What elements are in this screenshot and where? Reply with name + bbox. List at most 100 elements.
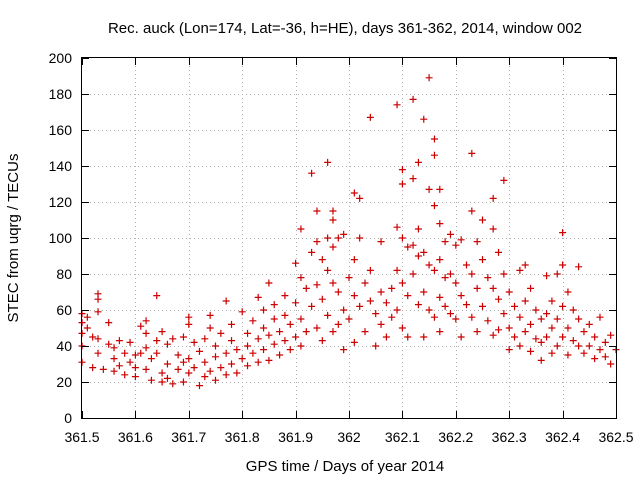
- data-point: [559, 302, 567, 310]
- y-tick-label: 80: [56, 266, 72, 282]
- data-point: [126, 358, 134, 366]
- data-point: [414, 252, 422, 260]
- data-point: [292, 333, 300, 341]
- data-point: [217, 329, 225, 337]
- data-point: [473, 328, 481, 336]
- data-point: [329, 279, 337, 287]
- data-point: [543, 333, 551, 341]
- grid-lines: [82, 58, 616, 418]
- data-point: [212, 342, 219, 350]
- data-point: [516, 313, 524, 321]
- data-point: [308, 169, 316, 177]
- data-point: [318, 256, 326, 264]
- data-point: [115, 337, 123, 345]
- data-point: [238, 355, 246, 363]
- data-point: [516, 342, 524, 350]
- data-point: [260, 306, 268, 314]
- data-point: [548, 324, 556, 332]
- data-point: [420, 333, 428, 341]
- data-point: [260, 346, 268, 354]
- y-tick-label: 20: [56, 374, 72, 390]
- data-point: [276, 328, 284, 336]
- y-tick-label: 120: [49, 194, 73, 210]
- data-point: [169, 335, 177, 343]
- data-point: [105, 340, 113, 348]
- chart-title: Rec. auck (Lon=174, Lat=-36, h=HE), days…: [108, 20, 582, 37]
- data-point: [222, 371, 230, 379]
- data-point: [559, 261, 567, 269]
- data-point: [350, 189, 358, 197]
- data-point: [83, 313, 91, 321]
- data-point: [473, 284, 481, 292]
- data-point: [388, 284, 396, 292]
- data-point: [366, 113, 374, 121]
- data-point: [99, 365, 107, 373]
- data-point: [286, 346, 294, 354]
- data-point: [543, 272, 551, 280]
- data-point: [228, 360, 236, 368]
- data-point: [575, 315, 583, 323]
- data-point: [249, 317, 257, 325]
- data-point: [527, 320, 535, 328]
- data-point: [489, 331, 497, 339]
- data-point: [393, 306, 401, 314]
- data-point: [430, 313, 438, 321]
- data-point: [131, 351, 139, 359]
- data-point: [553, 342, 561, 350]
- data-point: [409, 175, 417, 183]
- data-point: [329, 207, 337, 215]
- data-point: [244, 342, 252, 350]
- data-point: [228, 320, 236, 328]
- data-point: [511, 302, 519, 310]
- data-point: [270, 315, 278, 323]
- data-point: [585, 320, 593, 328]
- data-point: [596, 313, 604, 321]
- data-point: [398, 234, 406, 242]
- data-point: [462, 301, 470, 309]
- data-point: [420, 248, 428, 256]
- data-point: [516, 266, 524, 274]
- data-point: [452, 315, 460, 323]
- data-point: [462, 261, 470, 269]
- data-point: [217, 364, 225, 372]
- data-point: [89, 333, 97, 341]
- data-point: [361, 279, 369, 287]
- data-point: [409, 241, 417, 249]
- data-point: [206, 367, 214, 375]
- data-point: [468, 207, 476, 215]
- data-point: [446, 270, 454, 278]
- data-point: [297, 225, 305, 233]
- data-point: [393, 266, 401, 274]
- data-point: [190, 338, 198, 346]
- data-point: [441, 274, 449, 282]
- data-point: [575, 342, 583, 350]
- data-point: [324, 311, 332, 319]
- data-point: [254, 293, 262, 301]
- data-point: [179, 358, 187, 366]
- data-point: [340, 230, 348, 238]
- data-point: [313, 281, 321, 289]
- data-point: [489, 225, 497, 233]
- data-point: [356, 302, 364, 310]
- data-point: [607, 360, 615, 368]
- data-point: [324, 266, 332, 274]
- data-point: [532, 335, 540, 343]
- y-tick-label: 0: [64, 410, 72, 426]
- data-point: [436, 185, 444, 193]
- data-point: [297, 315, 305, 323]
- data-point: [158, 378, 166, 386]
- data-point: [244, 362, 252, 370]
- data-point: [329, 216, 337, 224]
- data-points: [78, 74, 620, 390]
- data-point: [329, 328, 337, 336]
- data-point: [393, 223, 401, 231]
- data-point: [350, 256, 358, 264]
- data-point: [559, 229, 567, 237]
- data-point: [420, 288, 428, 296]
- data-point: [329, 243, 337, 251]
- x-tick-label: 362.4: [545, 429, 580, 445]
- data-point: [233, 369, 241, 377]
- data-point: [201, 358, 209, 366]
- data-point: [537, 356, 545, 364]
- data-point: [340, 306, 348, 314]
